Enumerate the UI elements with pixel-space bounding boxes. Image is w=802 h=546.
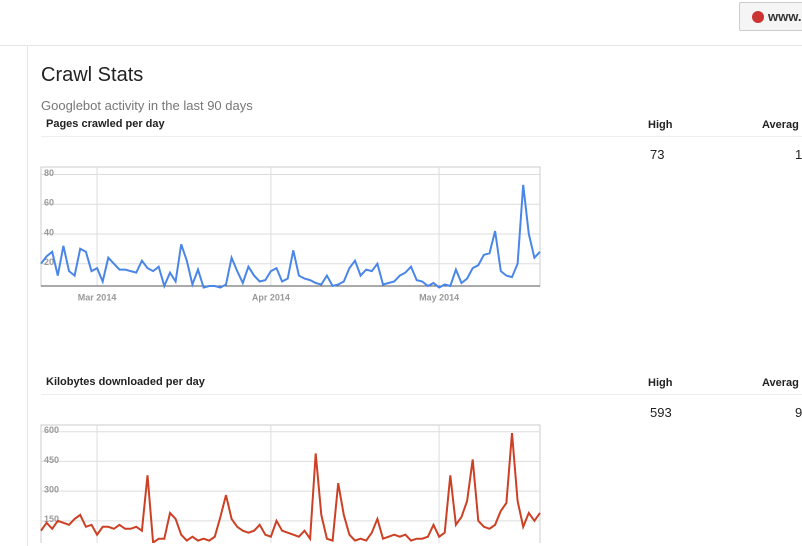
y-tick-label: 600 — [44, 425, 59, 435]
section-heading: Pages crawled per day — [46, 118, 165, 130]
high-label: High — [648, 377, 673, 389]
site-button[interactable]: www. — [739, 2, 802, 31]
x-tick-label: Apr 2014 — [252, 292, 290, 302]
high-label: High — [648, 119, 673, 131]
plot-frame — [40, 424, 541, 543]
high-value: 73 — [650, 147, 665, 162]
site-icon — [752, 11, 764, 23]
side-rule — [27, 46, 28, 546]
data-line — [40, 433, 541, 543]
x-tick-label: May 2014 — [419, 292, 459, 302]
section-heading: Kilobytes downloaded per day — [46, 376, 205, 388]
data-line — [40, 184, 541, 289]
site-label: www. — [768, 9, 802, 24]
page-subtitle: Googlebot activity in the last 90 days — [41, 98, 253, 113]
y-tick-label: 150 — [44, 514, 59, 524]
page-title: Crawl Stats — [41, 64, 144, 86]
section-rule — [41, 136, 802, 137]
avg-label: Averag — [762, 377, 799, 389]
avg-label: Averag — [762, 119, 799, 131]
y-tick-label: 300 — [44, 485, 59, 495]
top-bar — [0, 45, 802, 46]
x-tick-label: Mar 2014 — [78, 292, 117, 302]
avg-value: 9 — [795, 405, 802, 420]
y-tick-label: 20 — [44, 257, 54, 267]
y-tick-label: 450 — [44, 455, 59, 465]
avg-value: 1 — [795, 147, 802, 162]
y-tick-label: 80 — [44, 168, 54, 178]
high-value: 593 — [650, 405, 672, 420]
section-rule — [41, 394, 802, 395]
y-tick-label: 40 — [44, 227, 54, 237]
y-tick-label: 60 — [44, 198, 54, 208]
